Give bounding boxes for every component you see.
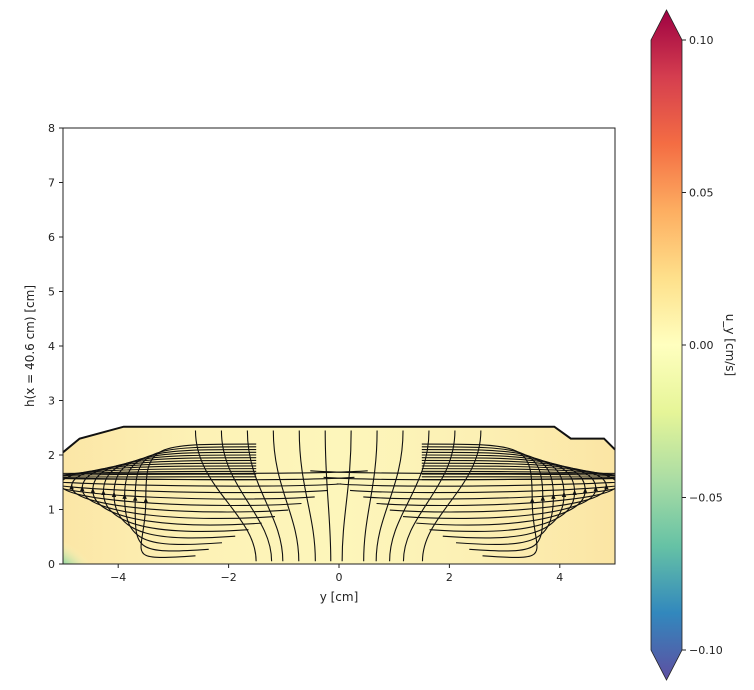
- y-tick-label: 3: [48, 395, 55, 408]
- colorbar: −0.10 −0.05 0.00 0.05 0.10 u_y [cm/s]: [650, 9, 737, 681]
- streamline: [111, 451, 257, 539]
- streamline: [63, 473, 342, 487]
- y-tick-label: 2: [48, 449, 55, 462]
- streamline: [416, 457, 588, 526]
- streamline: [324, 430, 332, 562]
- streamline: [63, 470, 328, 494]
- streamline: [80, 459, 276, 520]
- streamline: [375, 430, 404, 562]
- x-tick-label: 0: [336, 571, 343, 584]
- streamline: [246, 430, 284, 562]
- y-tick-label: 7: [48, 177, 55, 190]
- colorbar-gradient: [650, 9, 683, 681]
- streamline: [421, 454, 577, 533]
- colorbar-tick-label: 0.05: [689, 187, 714, 200]
- y-tick-label: 8: [48, 122, 55, 135]
- x-tick-label: −4: [110, 571, 126, 584]
- streamline: [421, 430, 482, 562]
- plot-area: −4 −2 0 2 4 0 1 2 3 4 5 6 7 8 y [cm] h(x = 40.6 cm) …: [23, 122, 616, 604]
- x-axis-label: y [cm]: [320, 590, 359, 604]
- y-axis-label: h(x = 40.6 cm) [cm]: [23, 285, 37, 407]
- streamline: [336, 473, 615, 487]
- colorbar-tick-label: −0.10: [689, 644, 723, 657]
- streamline: [402, 430, 456, 562]
- x-tick-label: −2: [220, 571, 236, 584]
- streamline: [140, 443, 257, 558]
- colorbar-label: u_y [cm/s]: [723, 314, 737, 376]
- y-tick-label: 1: [48, 504, 55, 517]
- colorbar-ticks: −0.10 −0.05 0.00 0.05 0.10: [682, 34, 723, 657]
- streamline: [194, 430, 257, 562]
- y-tick-label: 4: [48, 340, 55, 353]
- streamline: [63, 470, 368, 481]
- streamline: [363, 430, 378, 562]
- y-tick-label: 0: [48, 558, 55, 571]
- negative-velocity-region: [63, 532, 103, 564]
- colorbar-tick-label: 0.10: [689, 34, 714, 47]
- streamline: [310, 470, 615, 481]
- streamline: [350, 470, 615, 494]
- streamline: [376, 465, 615, 507]
- streamline: [133, 446, 257, 552]
- streamline: [389, 430, 430, 562]
- streamlines: [63, 430, 615, 562]
- streamline: [421, 443, 538, 558]
- streamline: [101, 454, 257, 533]
- streamline: [402, 459, 598, 520]
- streamline: [63, 465, 302, 507]
- y-tick-label: 5: [48, 286, 55, 299]
- streamline: [272, 430, 300, 562]
- colorbar-tick-label: 0.00: [689, 339, 714, 352]
- free-surface-line: [62, 425, 616, 454]
- colorbar-tick-label: −0.05: [689, 492, 723, 505]
- x-axis-ticks: −4 −2 0 2 4: [110, 564, 563, 584]
- streamline: [298, 430, 316, 562]
- streamline: [421, 451, 567, 539]
- streamline: [220, 430, 273, 562]
- y-tick-label: 6: [48, 231, 55, 244]
- streamline: [341, 430, 352, 562]
- y-axis-ticks: 0 1 2 3 4 5 6 7 8: [48, 122, 63, 571]
- x-tick-label: 4: [556, 571, 563, 584]
- streamline: [421, 446, 545, 552]
- x-tick-label: 2: [446, 571, 453, 584]
- streamline: [90, 457, 262, 526]
